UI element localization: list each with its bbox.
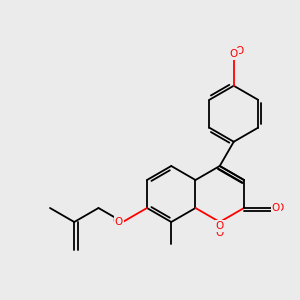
Text: O: O — [216, 221, 224, 231]
Text: O: O — [272, 203, 280, 213]
Text: O: O — [275, 203, 283, 213]
Text: O: O — [230, 49, 238, 59]
Text: O: O — [115, 217, 123, 227]
Text: O: O — [216, 228, 224, 238]
Text: O: O — [236, 46, 244, 56]
Text: O: O — [112, 216, 121, 226]
